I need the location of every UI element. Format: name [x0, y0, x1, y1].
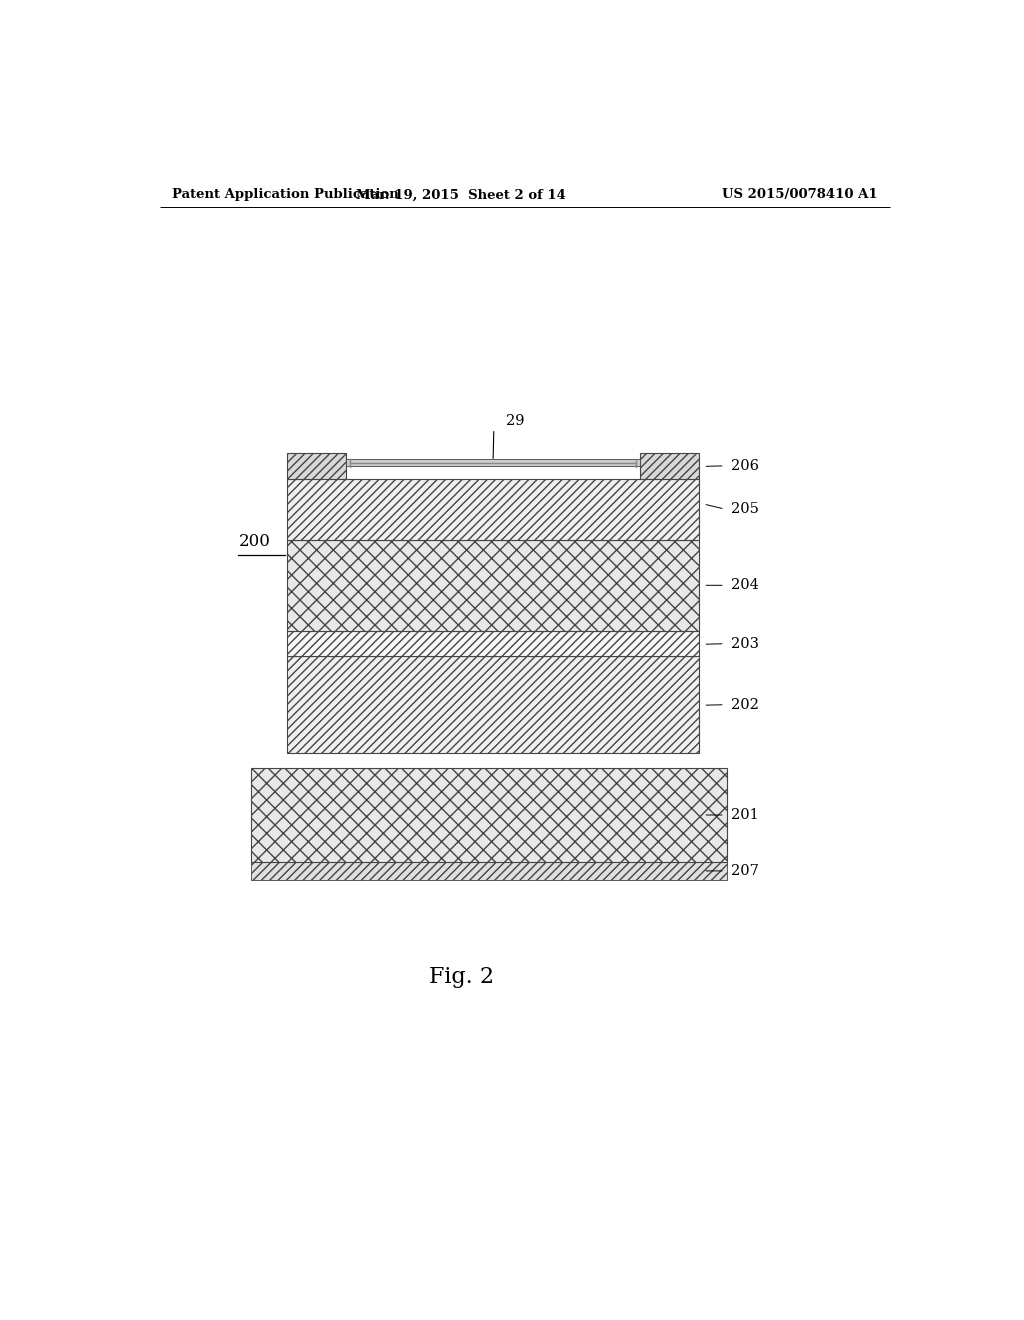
Bar — [251, 768, 727, 862]
Text: US 2015/0078410 A1: US 2015/0078410 A1 — [722, 189, 878, 202]
Text: 202: 202 — [731, 698, 759, 711]
Text: 207: 207 — [731, 863, 759, 878]
Text: 204: 204 — [731, 578, 759, 593]
Text: 206: 206 — [731, 459, 759, 473]
Bar — [287, 479, 699, 540]
Text: 205: 205 — [731, 502, 759, 516]
Text: 203: 203 — [731, 636, 759, 651]
Text: 29: 29 — [506, 413, 524, 428]
Bar — [346, 459, 640, 466]
Bar — [287, 540, 699, 631]
Text: Fig. 2: Fig. 2 — [429, 966, 494, 987]
Text: 201: 201 — [731, 808, 759, 822]
Bar — [251, 862, 727, 880]
Bar — [640, 453, 699, 479]
Bar — [287, 631, 699, 656]
Text: 200: 200 — [240, 533, 271, 549]
Bar — [287, 656, 699, 752]
Text: Patent Application Publication: Patent Application Publication — [172, 189, 398, 202]
Bar — [287, 453, 346, 479]
Text: Mar. 19, 2015  Sheet 2 of 14: Mar. 19, 2015 Sheet 2 of 14 — [356, 189, 566, 202]
